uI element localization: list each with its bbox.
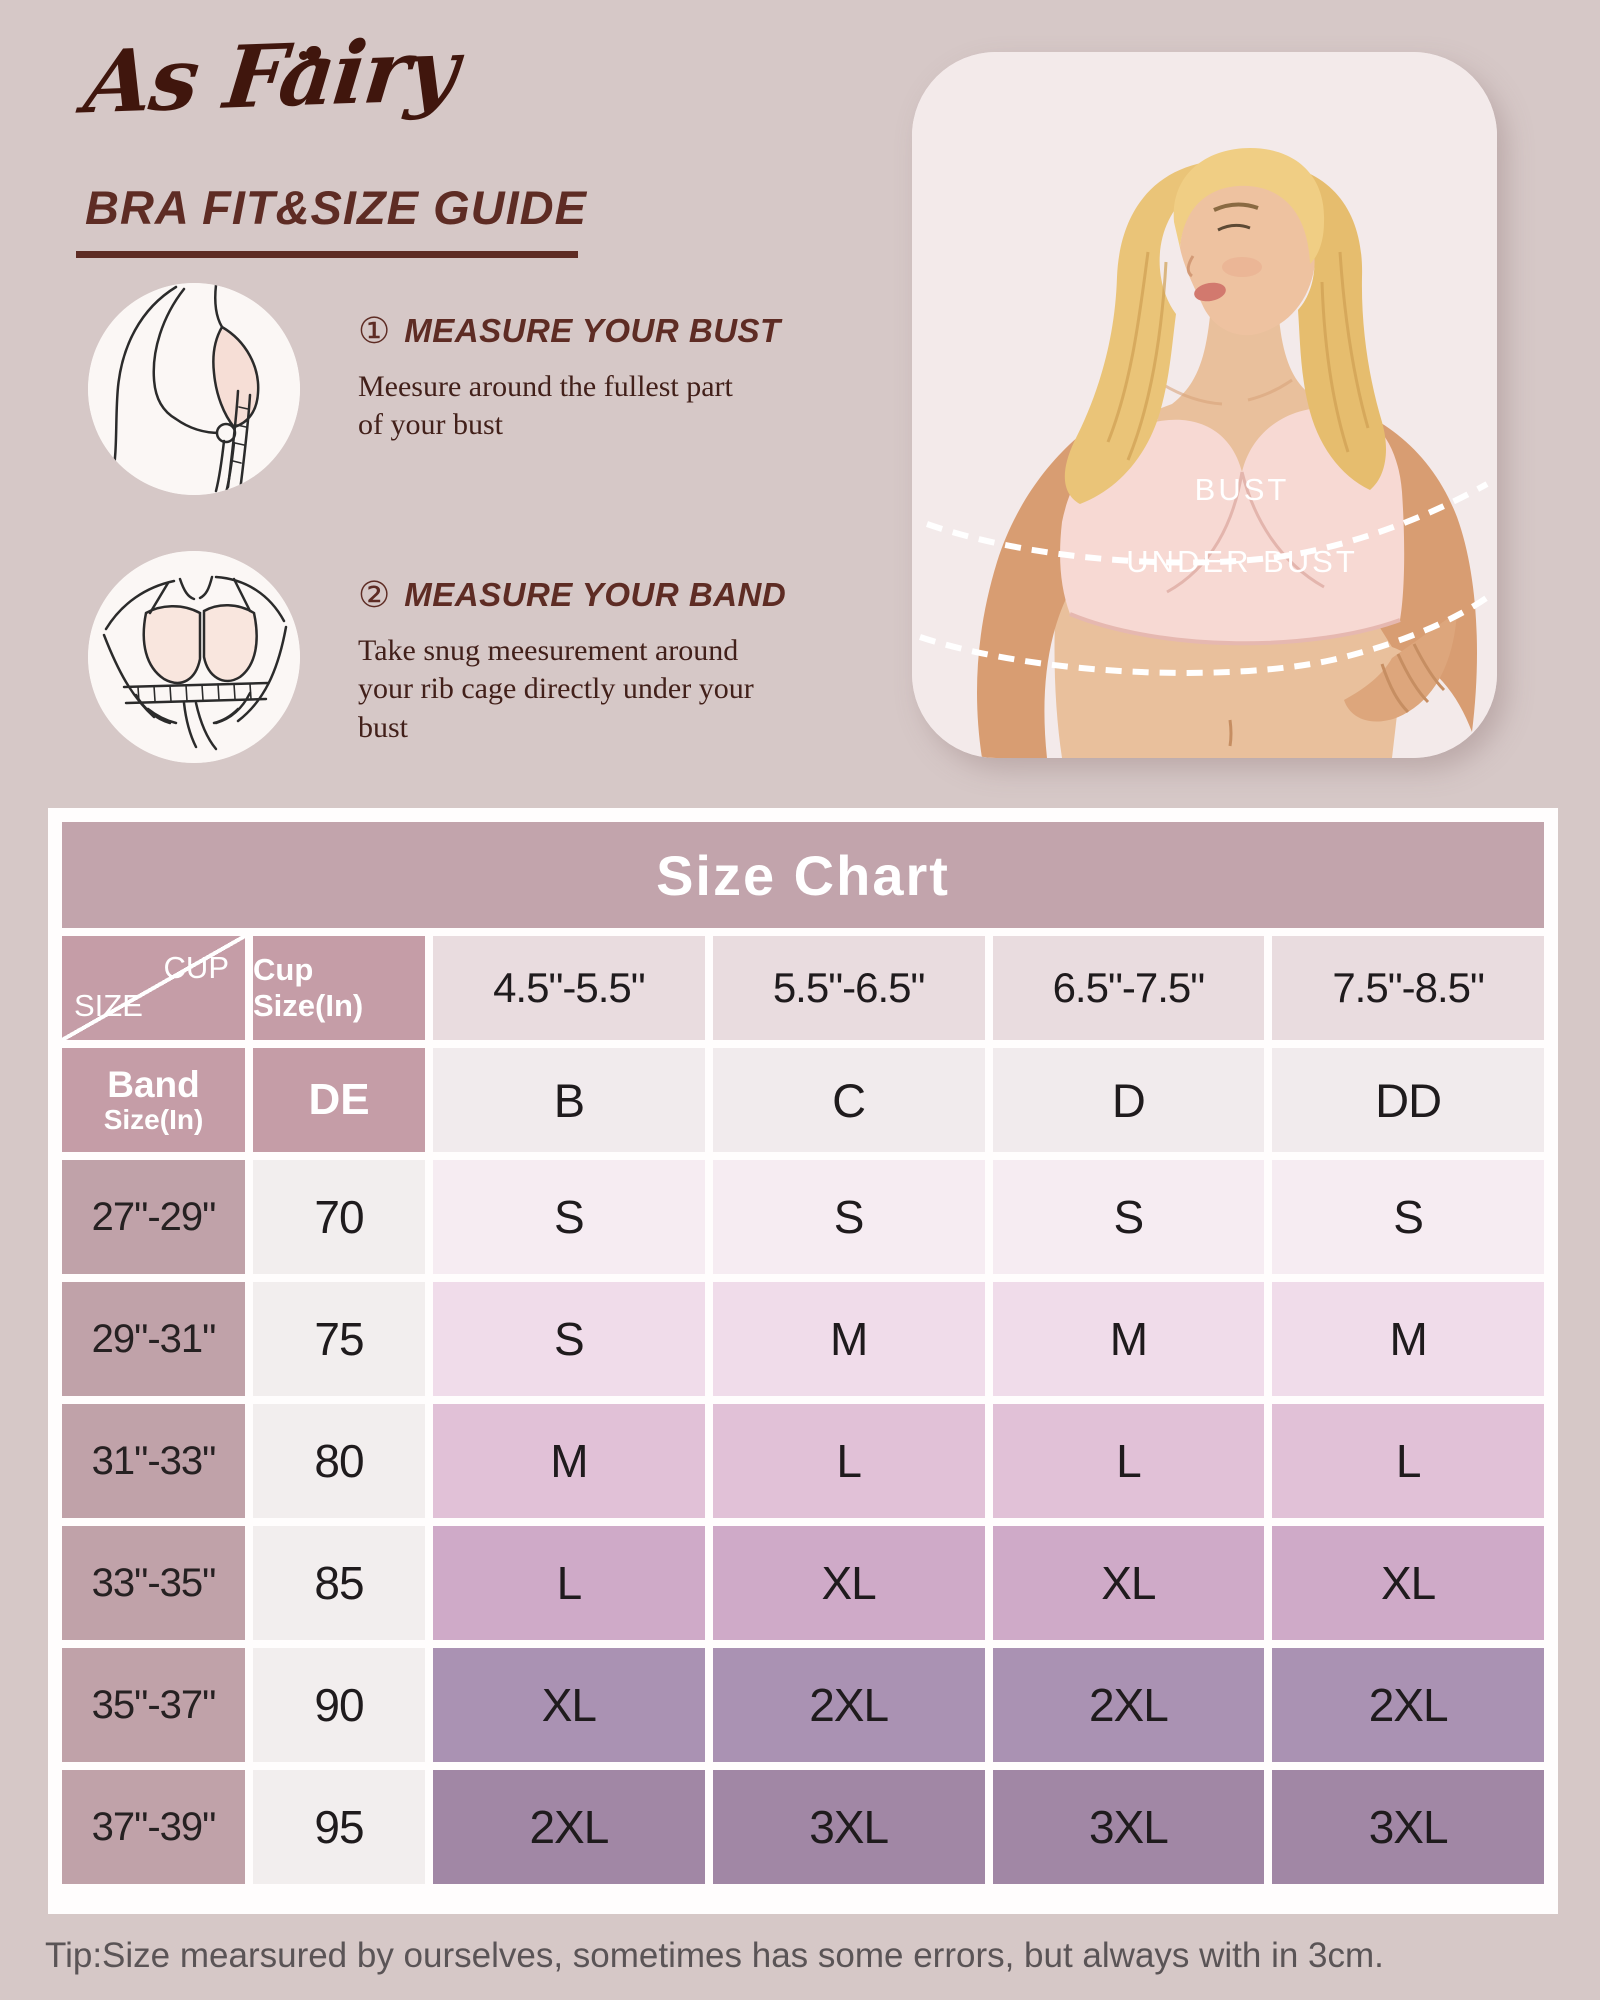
de-header: DE (253, 1048, 425, 1152)
cup-letter-cell: D (992, 1048, 1265, 1152)
bust-dashed-line (926, 481, 1489, 566)
bust-measure-line-art-icon (88, 283, 300, 495)
band-range-cell: 29"-31" (62, 1282, 245, 1396)
de-value-cell: 80 (253, 1404, 425, 1518)
size-cell: 2XL (1272, 1648, 1544, 1762)
model-photo: BUST UNDER BUST (912, 52, 1497, 758)
logo-flower-icon (299, 46, 321, 61)
step2-body-line3: bust (358, 710, 409, 744)
band-size-in-header: Band Size(In) (62, 1048, 245, 1152)
model-hair (1064, 148, 1386, 504)
de-value-cell: 90 (253, 1648, 425, 1762)
measure-band-illustration (88, 551, 300, 763)
step1-section: ① MEASURE YOUR BUST Meesure around the f… (358, 310, 781, 445)
step2-body: Take snug meesurement around your rib ca… (358, 632, 786, 747)
measure-bust-illustration (88, 283, 300, 495)
corner-size-label: SIZE (74, 988, 143, 1023)
measurement-overlay: BUST UNDER BUST (919, 472, 1494, 676)
figure-lines (110, 283, 260, 495)
band-range-cell: 37"-39" (62, 1770, 245, 1884)
size-cell: XL (712, 1526, 985, 1640)
step2-body-line2: your rib cage directly under your (358, 672, 754, 706)
size-cell: M (712, 1282, 985, 1396)
step2-section: ② MEASURE YOUR BAND Take snug meesuremen… (358, 574, 786, 747)
size-cell: M (1272, 1282, 1544, 1396)
step2-body-line1: Take snug meesurement around (358, 634, 739, 667)
model-face (1180, 170, 1316, 336)
corner-cup-size-cell: CUP SIZE (62, 936, 245, 1040)
band-header-line1: Band (107, 1063, 200, 1105)
step1-body: Meesure around the fullest part of your … (358, 368, 781, 445)
band-measure-line-art-icon (88, 551, 300, 763)
size-cell: XL (992, 1526, 1265, 1640)
under-bust-dashed-line (919, 591, 1494, 676)
page-title: BRA FIT&SIZE GUIDE (85, 181, 587, 234)
band-range-cell: 31"-33" (62, 1404, 245, 1518)
figure-lines (102, 575, 288, 751)
cup-letter-cell: DD (1272, 1048, 1544, 1152)
cup-range-header: 6.5"-7.5" (992, 936, 1265, 1040)
size-cell: 3XL (1272, 1770, 1544, 1884)
size-chart-card: Size Chart CUP SIZE Cup Size(In) 4.5"-5.… (48, 808, 1558, 1914)
size-cell: S (992, 1160, 1265, 1274)
size-cell: L (712, 1404, 985, 1518)
de-value-cell: 85 (253, 1526, 425, 1640)
step1-heading: MEASURE YOUR BUST (404, 312, 781, 349)
model-photo-illustration: BUST UNDER BUST (912, 52, 1497, 758)
size-cell: M (433, 1404, 705, 1518)
size-chart-table: CUP SIZE Cup Size(In) 4.5"-5.5" 5.5"-6.5… (62, 936, 1544, 1884)
band-header-line2: Size(In) (103, 1103, 204, 1135)
size-cell: 2XL (433, 1770, 705, 1884)
size-cell: L (433, 1526, 705, 1640)
step1-body-line1: Meesure around the fullest part (358, 370, 733, 403)
cup-letter-cell: B (433, 1048, 705, 1152)
size-cell: S (712, 1160, 985, 1274)
size-cell: S (433, 1282, 705, 1396)
band-range-cell: 33"-35" (62, 1526, 245, 1640)
band-range-cell: 27"-29" (62, 1160, 245, 1274)
size-cell: L (992, 1404, 1265, 1518)
size-cell: 2XL (712, 1648, 985, 1762)
size-cell: XL (1272, 1526, 1544, 1640)
step2-heading: MEASURE YOUR BAND (404, 576, 787, 613)
corner-cup-label: CUP (163, 950, 229, 985)
de-value-cell: 95 (253, 1770, 425, 1884)
step2-number-icon: ② (358, 574, 391, 615)
cup-letter-cell: C (712, 1048, 985, 1152)
tip-text: Tip:Size mearsured by ourselves, sometim… (45, 1936, 1384, 1975)
size-cell: 2XL (992, 1648, 1265, 1762)
band-range-cell: 35"-37" (62, 1648, 245, 1762)
cup-size-in-header: Cup Size(In) (253, 936, 425, 1040)
step1-body-line2: of your bust (358, 408, 503, 442)
size-cell: S (1272, 1160, 1544, 1274)
cup-range-header: 7.5"-8.5" (1272, 936, 1544, 1040)
step1-number-icon: ① (358, 310, 391, 351)
title-underline (76, 251, 578, 258)
size-cell: S (433, 1160, 705, 1274)
under-bust-label: UNDER BUST (1126, 544, 1358, 579)
bust-label: BUST (1195, 472, 1290, 507)
size-cell: 3XL (712, 1770, 985, 1884)
cup-range-header: 5.5"-6.5" (712, 936, 985, 1040)
de-value-cell: 70 (253, 1160, 425, 1274)
cup-range-header: 4.5"-5.5" (433, 936, 705, 1040)
size-cell: XL (433, 1648, 705, 1762)
size-chart-title: Size Chart (62, 822, 1544, 928)
size-cell: L (1272, 1404, 1544, 1518)
size-cell: M (992, 1282, 1265, 1396)
de-value-cell: 75 (253, 1282, 425, 1396)
brand-logo: As Fairy (79, 19, 462, 134)
size-cell: 3XL (992, 1770, 1265, 1884)
